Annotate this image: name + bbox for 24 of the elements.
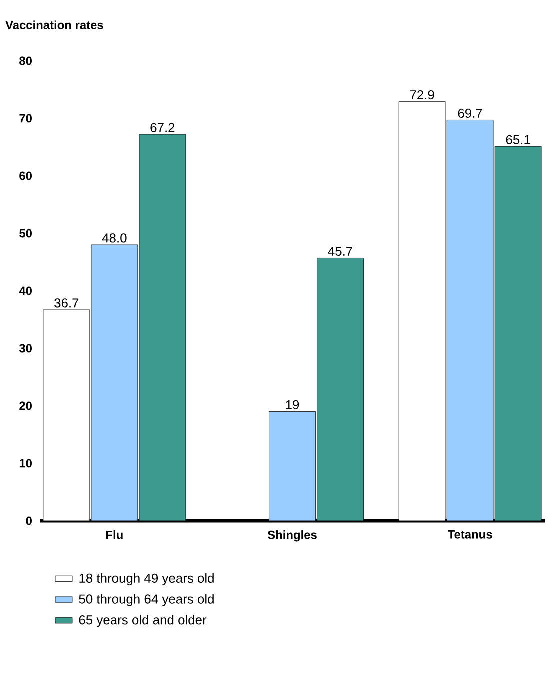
data-label: 67.2 bbox=[150, 123, 175, 132]
data-label: 45.7 bbox=[328, 246, 352, 256]
data-label: 69.7 bbox=[458, 108, 482, 118]
x-tick-label: Flu bbox=[106, 530, 123, 540]
y-tick-label: 10 bbox=[20, 459, 32, 468]
x-tick-label: Shingles bbox=[268, 530, 317, 542]
legend-label: 50 through 64 years old bbox=[79, 594, 214, 606]
x-tick-label: Tetanus bbox=[448, 530, 492, 539]
y-tick-label: 80 bbox=[20, 56, 32, 66]
data-label: 65.1 bbox=[506, 135, 530, 144]
y-tick-label: 50 bbox=[20, 229, 32, 238]
data-label: 72.9 bbox=[410, 90, 434, 100]
legend-label: 65 years old and older bbox=[79, 615, 207, 628]
y-tick-label: 0 bbox=[26, 516, 32, 526]
data-label: 36.7 bbox=[54, 298, 79, 308]
y-tick-label: 40 bbox=[19, 286, 32, 296]
y-tick-label: 60 bbox=[20, 172, 32, 180]
y-tick-label: 70 bbox=[20, 114, 32, 123]
data-label: 19 bbox=[286, 400, 300, 410]
y-axis-title: Vaccination rates bbox=[6, 20, 104, 30]
data-label: 48.0 bbox=[102, 234, 127, 243]
y-tick-label: 30 bbox=[19, 344, 32, 353]
y-tick-label: 20 bbox=[20, 402, 32, 410]
legend-label: 18 through 49 years old bbox=[80, 573, 214, 586]
